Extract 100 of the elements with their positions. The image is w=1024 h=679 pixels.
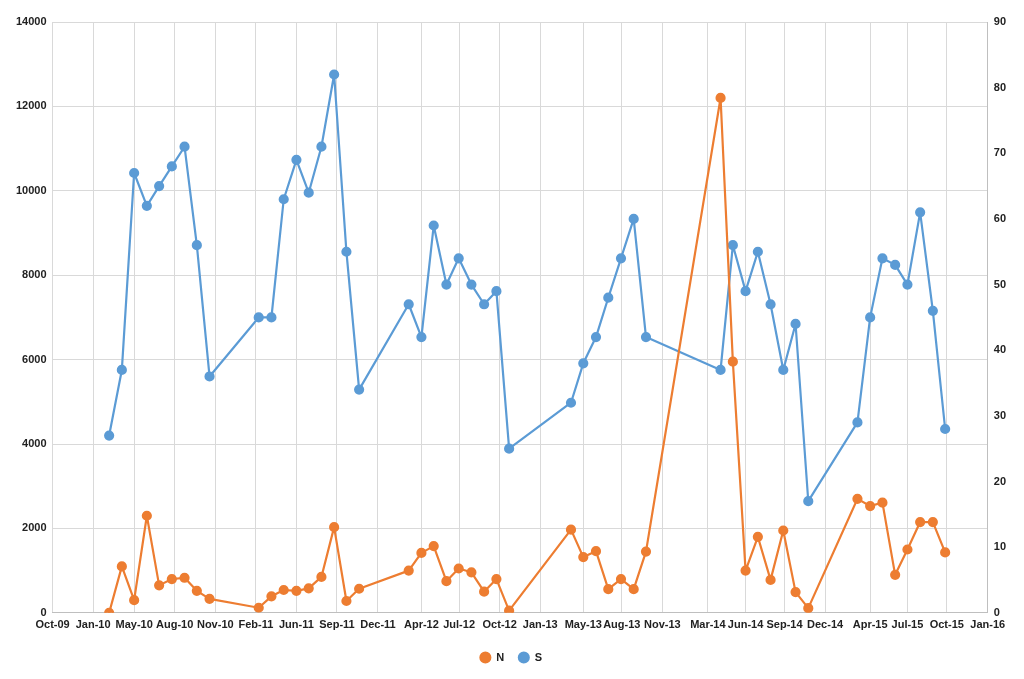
point xyxy=(179,141,190,152)
point xyxy=(765,299,776,310)
y2-tick-label: 20 xyxy=(993,474,1007,487)
point xyxy=(852,493,863,504)
point xyxy=(154,181,165,192)
point xyxy=(479,299,490,310)
y2-tick-label: 50 xyxy=(993,277,1007,290)
point xyxy=(403,565,414,576)
point xyxy=(927,516,938,528)
point xyxy=(278,584,289,596)
point xyxy=(740,565,751,576)
x-tick-label: Jan-16 xyxy=(970,618,1006,631)
point xyxy=(890,569,901,580)
point xyxy=(740,286,751,297)
point xyxy=(453,253,464,264)
point xyxy=(865,500,876,512)
point xyxy=(877,253,888,264)
x-tick-label: Mar-14 xyxy=(690,618,727,631)
point xyxy=(578,358,589,369)
point xyxy=(902,279,913,290)
y-tick-label: 10000 xyxy=(15,183,47,196)
point xyxy=(166,161,177,172)
point xyxy=(441,576,452,587)
point xyxy=(341,246,352,257)
point xyxy=(453,563,464,574)
point xyxy=(116,364,127,376)
point xyxy=(778,525,789,536)
point xyxy=(191,585,202,596)
point xyxy=(329,522,340,533)
x-tick-label: Oct-09 xyxy=(35,618,70,631)
point xyxy=(354,384,365,395)
y2-tick-label: 90 xyxy=(993,15,1007,28)
point xyxy=(204,371,215,382)
point xyxy=(129,595,140,606)
point xyxy=(590,331,602,343)
point xyxy=(291,585,302,596)
point xyxy=(915,207,926,218)
point xyxy=(179,572,190,583)
x-tick-label: Aug-10 xyxy=(156,618,194,631)
point xyxy=(590,546,602,557)
point xyxy=(141,510,152,521)
legend-label: S xyxy=(534,650,543,663)
point xyxy=(902,544,913,555)
y2-tick-label: 0 xyxy=(993,605,1000,618)
point xyxy=(266,591,277,602)
x-tick-label: Jun-14 xyxy=(727,618,765,631)
x-tick-label: May-13 xyxy=(564,618,602,631)
y2-tick-label: 40 xyxy=(993,343,1007,356)
point xyxy=(603,584,614,595)
point xyxy=(715,92,726,104)
x-tick-label: Nov-13 xyxy=(644,618,681,631)
point xyxy=(428,541,439,552)
point xyxy=(416,331,427,343)
point xyxy=(640,546,652,557)
x-tick-label: Oct-12 xyxy=(482,618,517,631)
point xyxy=(615,573,627,585)
point xyxy=(466,567,477,578)
point xyxy=(204,593,215,604)
x-tick-label: Oct-15 xyxy=(929,618,964,631)
y2-tick-label: 80 xyxy=(993,80,1007,93)
point xyxy=(253,312,264,323)
y-tick-label: 6000 xyxy=(22,352,47,365)
x-tick-label: Jan-10 xyxy=(75,618,111,631)
point xyxy=(778,364,789,376)
point xyxy=(715,364,726,376)
point xyxy=(291,154,302,165)
point xyxy=(303,187,314,198)
point xyxy=(504,443,515,454)
y-tick-label: 8000 xyxy=(22,268,47,281)
point xyxy=(865,312,876,323)
point xyxy=(565,524,577,535)
point xyxy=(329,69,340,80)
point xyxy=(752,531,763,542)
y-tick-label: 0 xyxy=(40,605,47,618)
x-tick-label: May-10 xyxy=(115,618,153,631)
point xyxy=(803,603,814,613)
point xyxy=(603,292,614,303)
x-tick-label: Apr-15 xyxy=(852,618,888,631)
y2-tick-label: 30 xyxy=(993,408,1007,421)
point xyxy=(640,331,652,343)
point xyxy=(253,602,264,613)
point xyxy=(316,141,327,152)
y-tick-label: 12000 xyxy=(15,99,47,112)
point xyxy=(316,571,327,583)
point xyxy=(628,584,639,595)
x-tick-label: Jan-13 xyxy=(522,618,558,631)
y-tick-label: 4000 xyxy=(22,437,47,450)
point xyxy=(790,587,801,598)
point xyxy=(491,286,502,297)
point xyxy=(466,279,477,290)
point xyxy=(129,167,140,179)
point xyxy=(266,312,277,323)
x-tick-label: Dec-11 xyxy=(360,618,396,631)
y-tick-label: 2000 xyxy=(22,521,47,534)
x-tick-label: Apr-12 xyxy=(403,618,439,631)
x-tick-label: Dec-14 xyxy=(807,618,844,631)
x-tick-label: Jun-11 xyxy=(278,618,314,631)
point xyxy=(578,552,589,563)
y-tick-label: 14000 xyxy=(15,15,47,28)
point xyxy=(790,318,801,330)
